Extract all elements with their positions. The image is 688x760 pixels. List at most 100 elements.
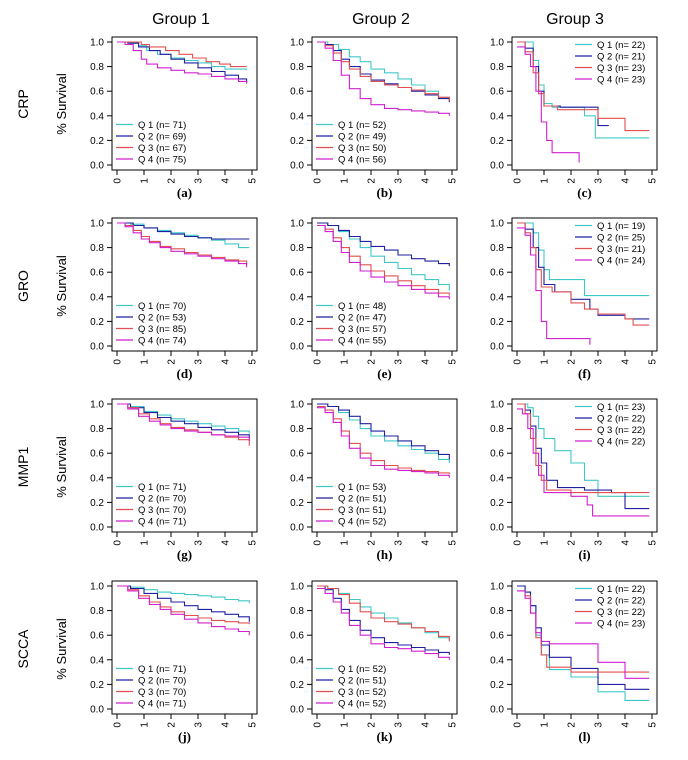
- survival-curve-q1: [317, 403, 450, 463]
- y-tick-label: 0.0: [290, 161, 304, 172]
- panel-caption: (k): [377, 729, 393, 744]
- legend-entry-q3: Q 3 (n= 23): [597, 63, 645, 74]
- plot-frame: [511, 217, 658, 352]
- legend-entry-q3: Q 3 (n= 22): [597, 607, 645, 618]
- x-tick-label: 1: [540, 722, 551, 728]
- x-tick-label: 1: [140, 359, 151, 365]
- survival-curve-q1: [117, 41, 248, 71]
- legend-entry-q1: Q 1 (n= 52): [338, 664, 386, 675]
- y-tick-label: 0.4: [290, 655, 304, 666]
- survival-curve-q2: [117, 222, 250, 240]
- survival-curve-q2: [117, 585, 250, 622]
- y-tick-label: 0.4: [490, 473, 504, 484]
- y-tick-label: 1.0: [290, 38, 304, 49]
- panel-caption: (l): [578, 729, 590, 744]
- y-tick-label: 0.2: [290, 498, 304, 509]
- x-tick-label: 1: [140, 178, 151, 184]
- x-tick-label: 2: [367, 178, 378, 184]
- x-tick-label: 3: [594, 540, 605, 546]
- y-tick-label: 0.2: [90, 317, 104, 328]
- x-tick-label: 1: [340, 540, 351, 546]
- legend-entry-q1: Q 1 (n= 52): [338, 120, 386, 131]
- x-tick-label: 4: [421, 722, 432, 728]
- x-tick-label: 2: [167, 178, 178, 184]
- survival-curve-q4: [517, 46, 580, 163]
- survival-panels: 0.00.20.40.60.81.00 1 2 3 4 5Q 1 (n= 71)Q 2 (…: [90, 36, 659, 744]
- y-tick-label: 1.0: [90, 219, 104, 230]
- panel-caption: (f): [578, 366, 591, 381]
- y-tick-label: 0.6: [490, 87, 504, 98]
- x-tick-label: 2: [567, 722, 578, 728]
- plot-frame: [311, 36, 458, 171]
- legend-entry-q4: Q 4 (n= 22): [597, 437, 645, 448]
- x-tick-label: 4: [621, 359, 632, 365]
- y-tick-label: 0.0: [290, 523, 304, 534]
- x-tick-label: 5: [248, 540, 259, 546]
- legend-entry-q4: Q 4 (n= 56): [338, 155, 386, 166]
- panel-caption: (b): [377, 185, 393, 200]
- y-axis-title-crp: % Survival: [54, 73, 69, 135]
- legend-entry-q4: Q 4 (n= 23): [597, 619, 645, 630]
- survival-curve-q3: [117, 585, 250, 625]
- panel-e: 0.0 0.2 0.4 0.6 0.8 1.0 0 1 2 3 4 5 Q 1 (n= 48)Q 2 (…: [290, 217, 459, 381]
- survival-curve-q2: [117, 403, 250, 439]
- legend-entry-q2: Q 2 (n= 70): [138, 676, 186, 687]
- survival-curve-q4: [317, 224, 450, 300]
- x-tick-label: 4: [221, 722, 232, 728]
- y-tick-label: 0.8: [90, 243, 104, 254]
- plot-frame: [111, 217, 258, 352]
- plot-frame: [511, 36, 658, 171]
- y-tick-label: 0.0: [90, 523, 104, 534]
- panel-caption: (i): [578, 547, 590, 562]
- x-tick-label: 5: [448, 359, 459, 365]
- survival-curve-q4: [317, 587, 450, 660]
- y-tick-label: 0.4: [290, 292, 304, 303]
- y-tick-label: 0.6: [290, 631, 304, 642]
- x-tick-label: 0: [113, 722, 124, 728]
- y-tick-label: 0.2: [90, 498, 104, 509]
- legend-entry-q4: Q 4 (n= 52): [338, 699, 386, 710]
- legend-entry-q4: Q 4 (n= 23): [597, 75, 645, 86]
- legend-entry-q3: Q 3 (n= 57): [338, 324, 386, 335]
- survival-curve-q2: [517, 585, 650, 690]
- y-tick-label: 0.0: [490, 342, 504, 353]
- x-tick-label: 4: [621, 178, 632, 184]
- y-tick-label: 0.4: [90, 111, 104, 122]
- x-tick-label: 0: [313, 359, 324, 365]
- survival-curve-q4: [517, 408, 650, 517]
- legend-entry-q3: Q 3 (n= 70): [138, 687, 186, 698]
- row-label-crp: CRP: [15, 89, 31, 119]
- y-tick-label: 0.2: [290, 317, 304, 328]
- y-tick-label: 0.2: [490, 317, 504, 328]
- legend-entry-q2: Q 2 (n= 22): [597, 596, 645, 607]
- legend-entry-q2: Q 2 (n= 21): [597, 52, 645, 63]
- legend-entry-q2: Q 2 (n= 51): [338, 676, 386, 687]
- x-tick-label: 1: [340, 178, 351, 184]
- panel-k: 0.0 0.2 0.4 0.6 0.8 1.0 0 1 2 3 4 5 Q 1 (n= 52)Q 2 (…: [290, 580, 459, 744]
- legend-entry-q3: Q 3 (n= 52): [338, 687, 386, 698]
- legend-entry-q2: Q 2 (n= 49): [338, 132, 386, 143]
- legend-entry-q2: Q 2 (n= 47): [338, 313, 386, 324]
- y-tick-label: 0.4: [90, 473, 104, 484]
- legend-entry-q1: Q 1 (n= 48): [338, 301, 386, 312]
- survival-curve-q4: [117, 41, 248, 84]
- survival-curve-q1: [117, 222, 250, 249]
- y-tick-label: 0.2: [290, 680, 304, 691]
- plot-frame: [311, 217, 458, 352]
- panel-caption: (a): [177, 185, 192, 200]
- y-tick-label: 0.8: [90, 424, 104, 435]
- x-tick-label: 0: [113, 178, 124, 184]
- row-label-gro: GRO: [15, 270, 31, 302]
- legend-entry-q2: Q 2 (n= 22): [597, 414, 645, 425]
- survival-curve-q3: [317, 405, 450, 475]
- y-tick-label: 0.8: [490, 243, 504, 254]
- y-tick-label: 0.4: [490, 655, 504, 666]
- y-tick-label: 0.4: [90, 655, 104, 666]
- x-tick-label: 2: [367, 359, 378, 365]
- x-tick-label: 5: [248, 178, 259, 184]
- y-tick-label: 0.0: [290, 342, 304, 353]
- y-tick-label: 0.6: [290, 268, 304, 279]
- x-tick-label: 4: [221, 359, 232, 365]
- panel-j: 0.0 0.2 0.4 0.6 0.8 1.0 0 1 2 3 4 5 Q 1 (n= 71)Q 2 (…: [90, 580, 259, 744]
- row-label-mmp1: MMP1: [15, 447, 31, 488]
